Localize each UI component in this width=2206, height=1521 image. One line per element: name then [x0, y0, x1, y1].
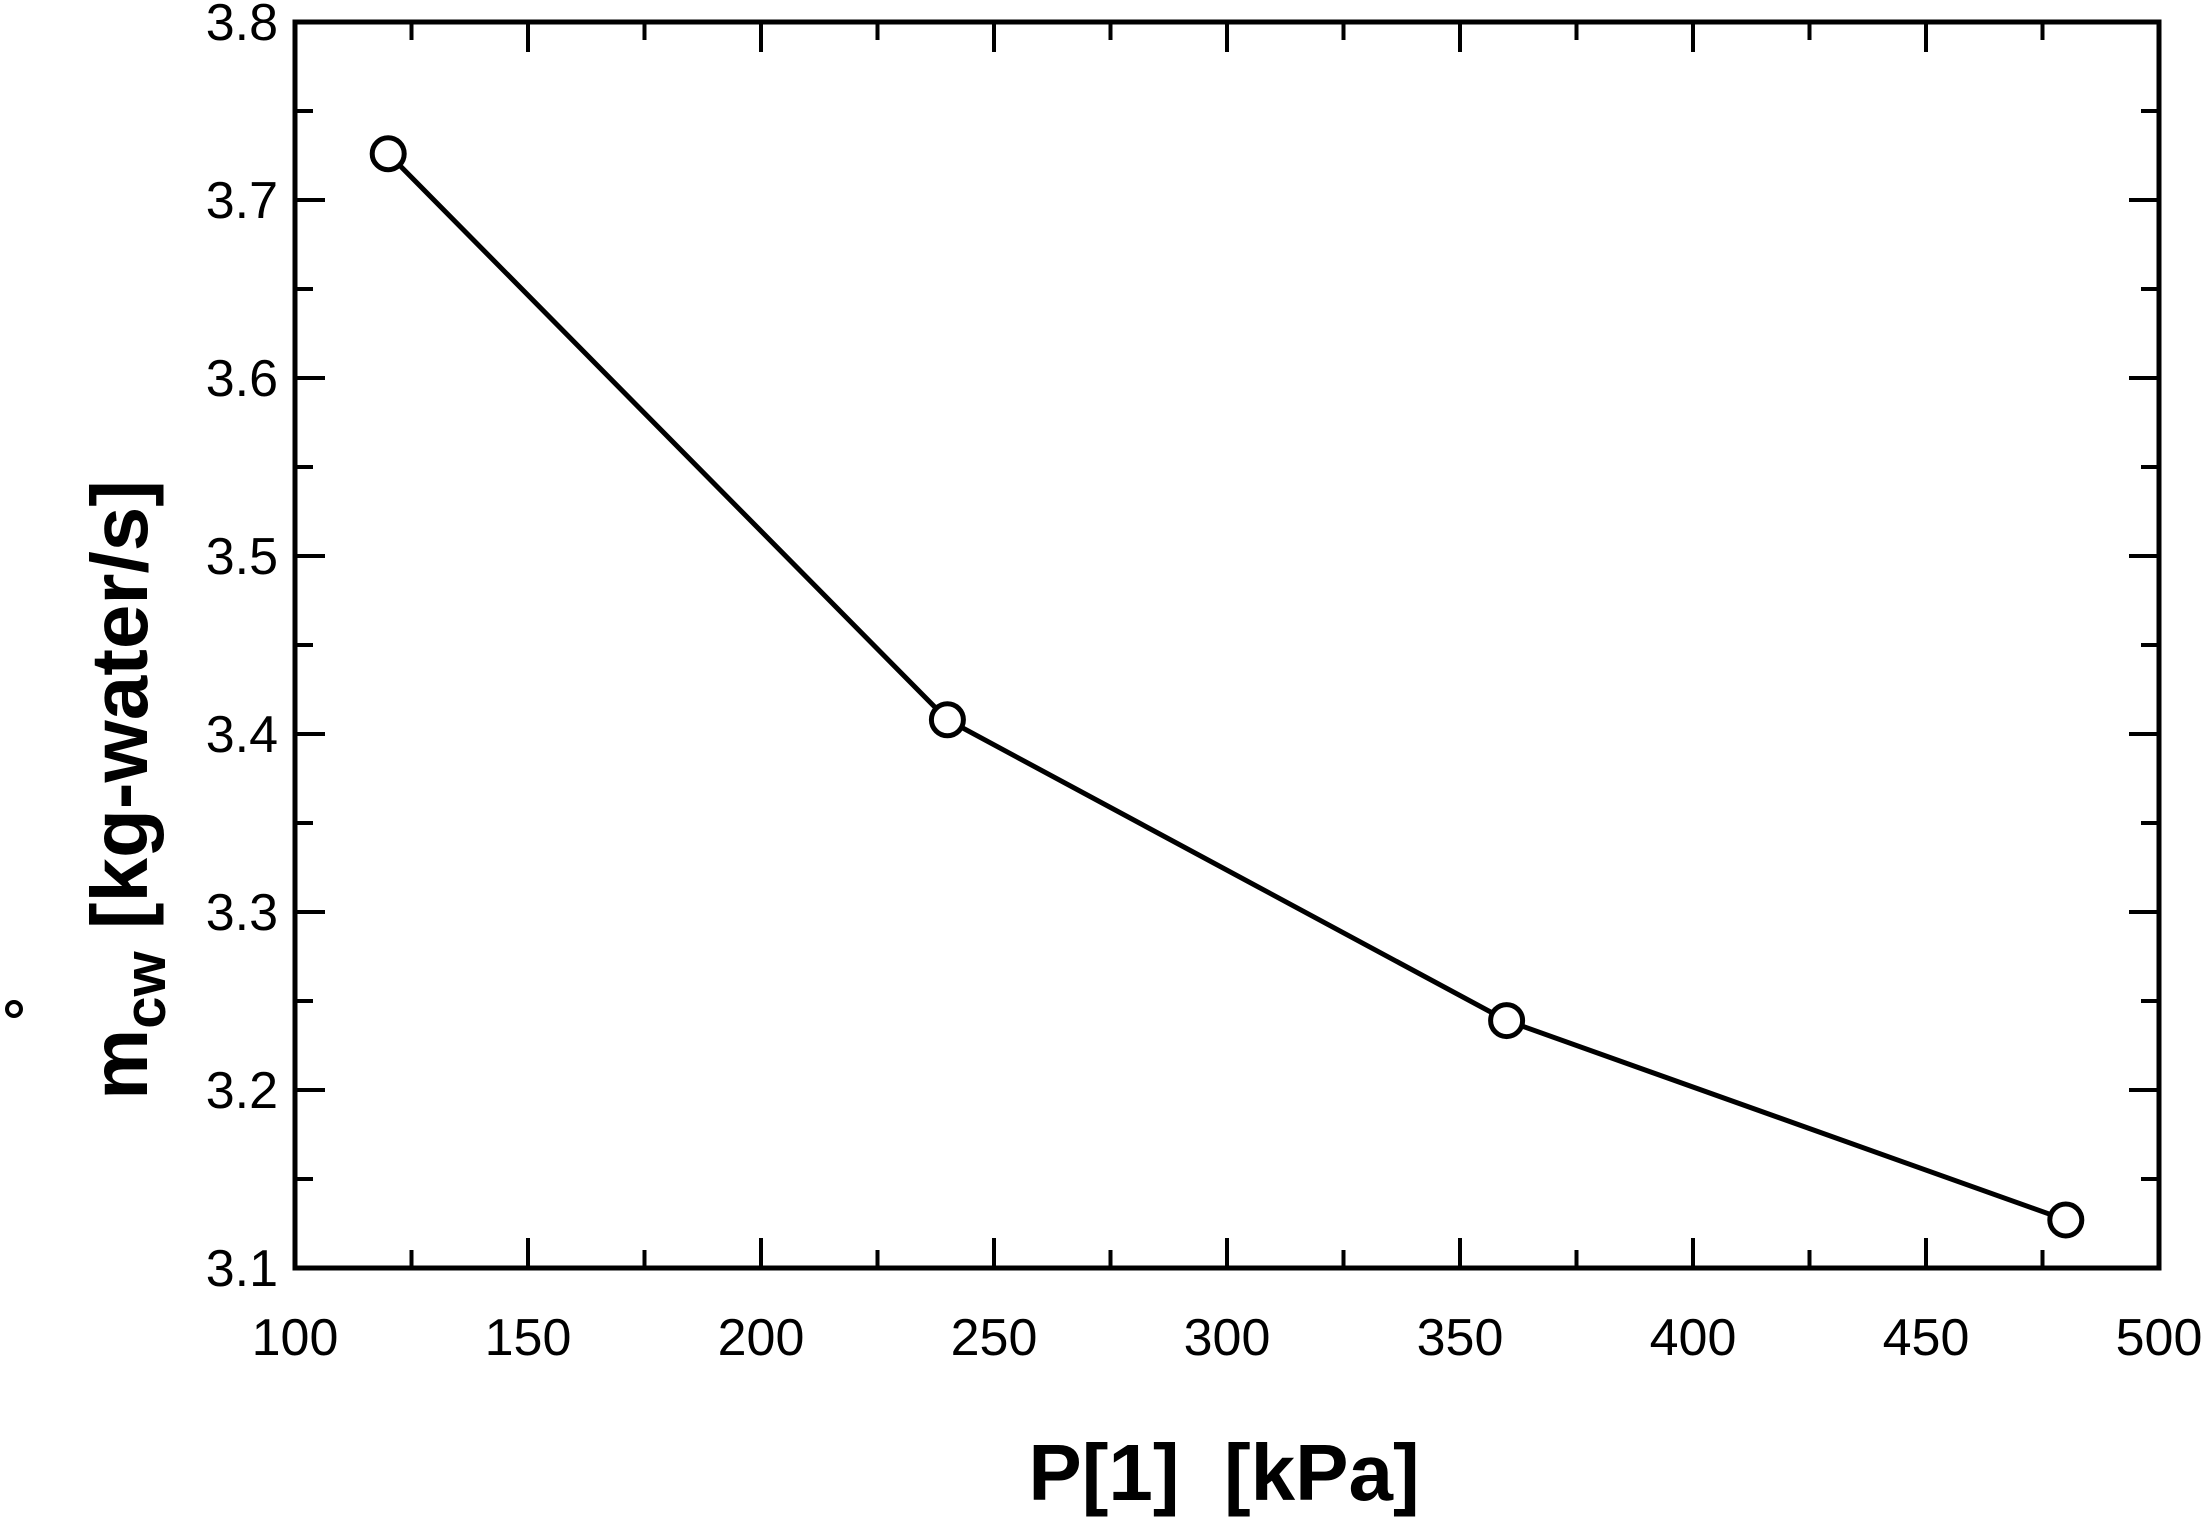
y-tick-label: 3.4 — [206, 706, 278, 764]
y-axis-subscript: cw — [113, 950, 178, 1028]
x-tick-label: 250 — [951, 1309, 1038, 1367]
tick-labels-layer: 100 150 200 250 300 350 400 450 500 3.1 3.2 3.3 3.4 3… — [206, 0, 2203, 1367]
svg-text:mcw [kg-water/s]: mcw [kg-water/s] — [75, 480, 178, 1100]
y-tick-label: 3.5 — [206, 528, 278, 586]
x-tick-label: 450 — [1883, 1309, 1970, 1367]
data-point-marker — [2047, 1201, 2085, 1239]
x-tick-label: 500 — [2116, 1309, 2203, 1367]
ticks-layer — [293, 20, 2161, 1270]
x-tick-label: 200 — [718, 1309, 805, 1367]
y-axis-symbol: m — [75, 1029, 164, 1100]
y-axis-title: mcw [kg-water/s] — [75, 480, 178, 1100]
y-tick-label: 3.2 — [206, 1062, 278, 1120]
y-axis-units: [kg-water/s] — [75, 480, 164, 929]
y-tick-label: 3.3 — [206, 884, 278, 942]
plot-frame — [292, 19, 2162, 1271]
y-tick-label: 3.1 — [206, 1240, 278, 1298]
data-point-marker — [369, 135, 407, 173]
series-line — [386, 151, 2067, 1223]
y-tick-label: 3.7 — [206, 172, 278, 230]
y-tick-label: 3.6 — [206, 350, 278, 408]
y-axis-dot-accent — [5, 1000, 23, 1018]
data-point-marker — [1488, 1002, 1526, 1040]
x-tick-label: 400 — [1650, 1309, 1737, 1367]
y-tick-label: 3.8 — [206, 0, 278, 52]
x-tick-label: 150 — [485, 1309, 572, 1367]
x-tick-label: 300 — [1184, 1309, 1271, 1367]
x-tick-label: 350 — [1417, 1309, 1504, 1367]
series-layer — [369, 135, 2085, 1239]
x-axis-title: P[1] [kPa] — [1028, 1428, 1419, 1517]
x-tick-label: 100 — [252, 1309, 339, 1367]
data-point-marker — [928, 701, 966, 739]
